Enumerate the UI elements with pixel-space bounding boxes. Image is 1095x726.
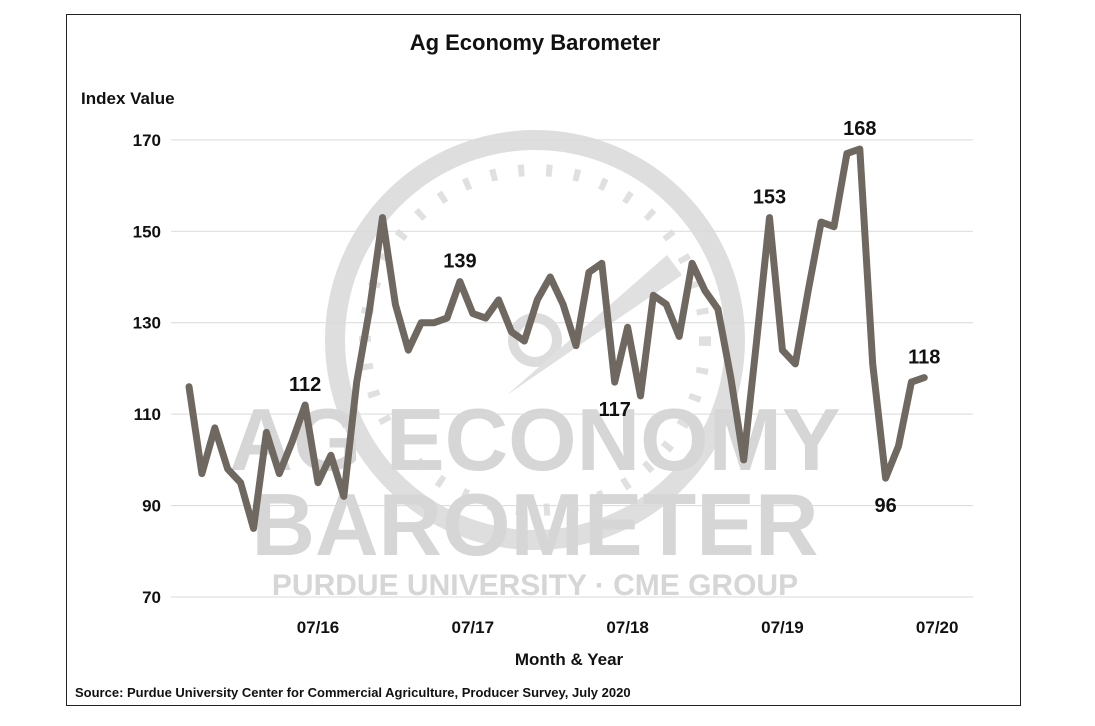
source-note: Source: Purdue University Center for Com… (75, 685, 631, 700)
y-tick-label: 150 (133, 222, 161, 241)
y-tick-label: 130 (133, 314, 161, 333)
x-axis-ticks: 07/16 07/17 07/18 07/19 07/20 (297, 618, 959, 637)
y-axis-ticks: 70 90 110 130 150 170 (133, 131, 161, 607)
watermark-line2: BAROMETER (251, 475, 818, 574)
x-tick-label: 07/19 (761, 618, 804, 637)
x-tick-label: 07/18 (606, 618, 649, 637)
data-label: 112 (289, 374, 321, 396)
data-label: 168 (843, 118, 876, 140)
x-tick-label: 07/20 (916, 618, 959, 637)
data-label: 139 (443, 251, 476, 273)
y-tick-label: 110 (134, 405, 161, 424)
data-label: 117 (599, 399, 631, 421)
series-line (185, 145, 928, 532)
x-tick-label: 07/16 (297, 618, 340, 637)
y-tick-label: 170 (133, 131, 161, 150)
data-label: 118 (908, 347, 940, 369)
chart-title: Ag Economy Barometer (410, 30, 661, 55)
watermark: AG ECONOMY BAROMETER PURDUE UNIVERSITY ·… (229, 130, 841, 602)
y-tick-label: 70 (142, 588, 161, 607)
y-tick-label: 90 (142, 497, 161, 516)
x-tick-label: 07/17 (452, 618, 495, 637)
chart-frame: AG ECONOMY BAROMETER PURDUE UNIVERSITY ·… (66, 14, 1021, 706)
watermark-gauge-needle (507, 255, 682, 395)
x-axis-title: Month & Year (515, 650, 624, 669)
data-label: 153 (753, 187, 786, 209)
data-label: 96 (874, 495, 896, 517)
y-axis-title: Index Value (81, 89, 175, 108)
data-labels: 112 139 117 153 168 96 118 (289, 118, 940, 517)
line-chart: AG ECONOMY BAROMETER PURDUE UNIVERSITY ·… (75, 30, 973, 700)
